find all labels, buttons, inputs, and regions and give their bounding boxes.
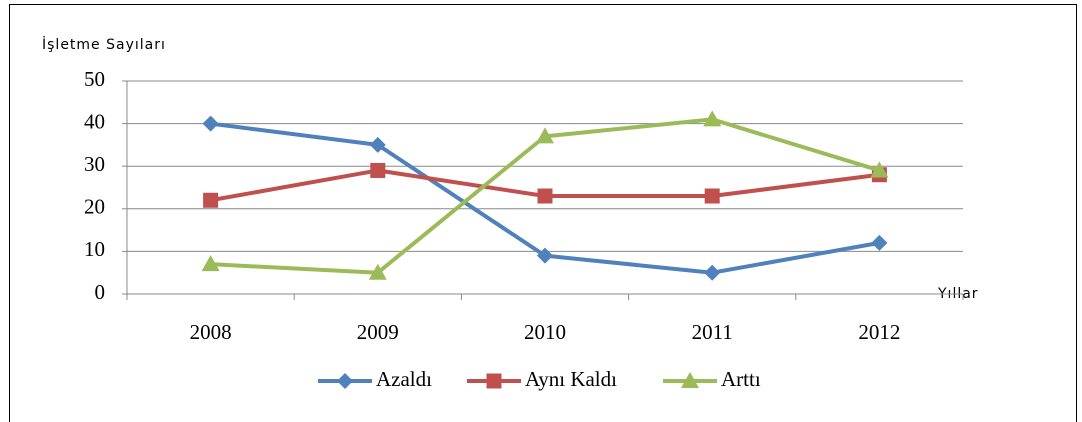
marker bbox=[536, 127, 554, 144]
marker bbox=[370, 162, 386, 178]
legend-label: Aynı Kaldı bbox=[525, 367, 617, 391]
marker bbox=[369, 136, 386, 153]
marker bbox=[202, 115, 219, 132]
legend-label: Arttı bbox=[721, 367, 761, 391]
y-tick-label: 30 bbox=[84, 152, 105, 176]
y-tick-label: 50 bbox=[84, 67, 105, 91]
marker bbox=[703, 110, 722, 127]
marker bbox=[871, 234, 888, 251]
marker bbox=[870, 161, 889, 178]
x-tick-label: 2012 bbox=[858, 320, 900, 344]
marker bbox=[704, 188, 720, 204]
x-tick-label: 2010 bbox=[524, 320, 566, 344]
y-tick-label: 20 bbox=[84, 195, 105, 219]
marker bbox=[537, 188, 553, 204]
legend-marker bbox=[681, 372, 699, 388]
y-axis-title: İşletme Sayıları bbox=[42, 35, 166, 53]
legend-marker bbox=[486, 373, 502, 389]
chart-border bbox=[9, 4, 1077, 422]
x-tick-label: 2011 bbox=[692, 320, 733, 344]
legend-label: Azaldı bbox=[376, 367, 432, 391]
y-tick-label: 10 bbox=[84, 237, 105, 261]
marker bbox=[201, 255, 220, 272]
marker bbox=[368, 263, 387, 280]
y-tick-label: 40 bbox=[84, 109, 105, 133]
legend-marker bbox=[337, 373, 353, 389]
marker bbox=[704, 264, 721, 281]
x-tick-label: 2008 bbox=[190, 320, 232, 344]
marker bbox=[537, 247, 553, 264]
y-tick-label: 0 bbox=[95, 280, 106, 304]
x-tick-label: 2009 bbox=[357, 320, 399, 344]
marker bbox=[203, 192, 219, 208]
